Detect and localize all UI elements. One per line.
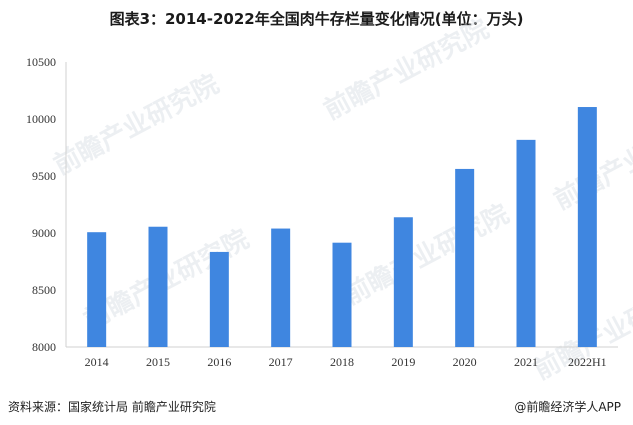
bar: [209, 251, 229, 347]
x-tick-label: 2017: [269, 355, 293, 369]
y-tick-label: 9500: [32, 169, 56, 183]
x-tick-label: 2015: [146, 355, 170, 369]
y-tick-labels: 8000 8500 9000 9500 10000 10500: [26, 55, 56, 354]
y-tick-label: 8000: [32, 340, 56, 354]
bar: [148, 226, 168, 347]
y-tick-label: 10000: [26, 112, 56, 126]
x-tick-label: 2021: [514, 355, 538, 369]
x-tick-label: 2018: [330, 355, 354, 369]
chart-title: 图表3：2014-2022年全国肉牛存栏量变化情况(单位：万头): [109, 10, 524, 28]
bar: [271, 228, 291, 347]
brand-credit: @前瞻经济学人APP: [514, 400, 621, 414]
x-tick-label: 2020: [453, 355, 477, 369]
bar: [87, 232, 107, 347]
x-tick-label: 2019: [391, 355, 415, 369]
x-tick-label: 2022H1: [568, 355, 607, 369]
y-tick-label: 9000: [32, 226, 56, 240]
bar: [393, 217, 413, 347]
source-note: 资料来源：国家统计局 前瞻产业研究院: [8, 400, 216, 414]
bar: [577, 107, 597, 347]
bar: [332, 242, 352, 347]
y-tick-label: 10500: [26, 55, 56, 69]
x-tick-labels: 2014 2015 2016 2017 2018 2019 2020 2021 2022H1: [85, 355, 607, 369]
x-tick-label: 2014: [85, 355, 109, 369]
y-tick-label: 8500: [32, 283, 56, 297]
watermark-text: 前瞻产业研究院: [339, 198, 514, 311]
watermark-text: 前瞻产业研究院: [49, 68, 224, 181]
watermark-text: 前瞻产业研究院: [319, 13, 494, 126]
bar: [455, 168, 475, 347]
bars: [87, 107, 597, 347]
bar: [516, 139, 536, 347]
x-tick-label: 2016: [207, 355, 231, 369]
